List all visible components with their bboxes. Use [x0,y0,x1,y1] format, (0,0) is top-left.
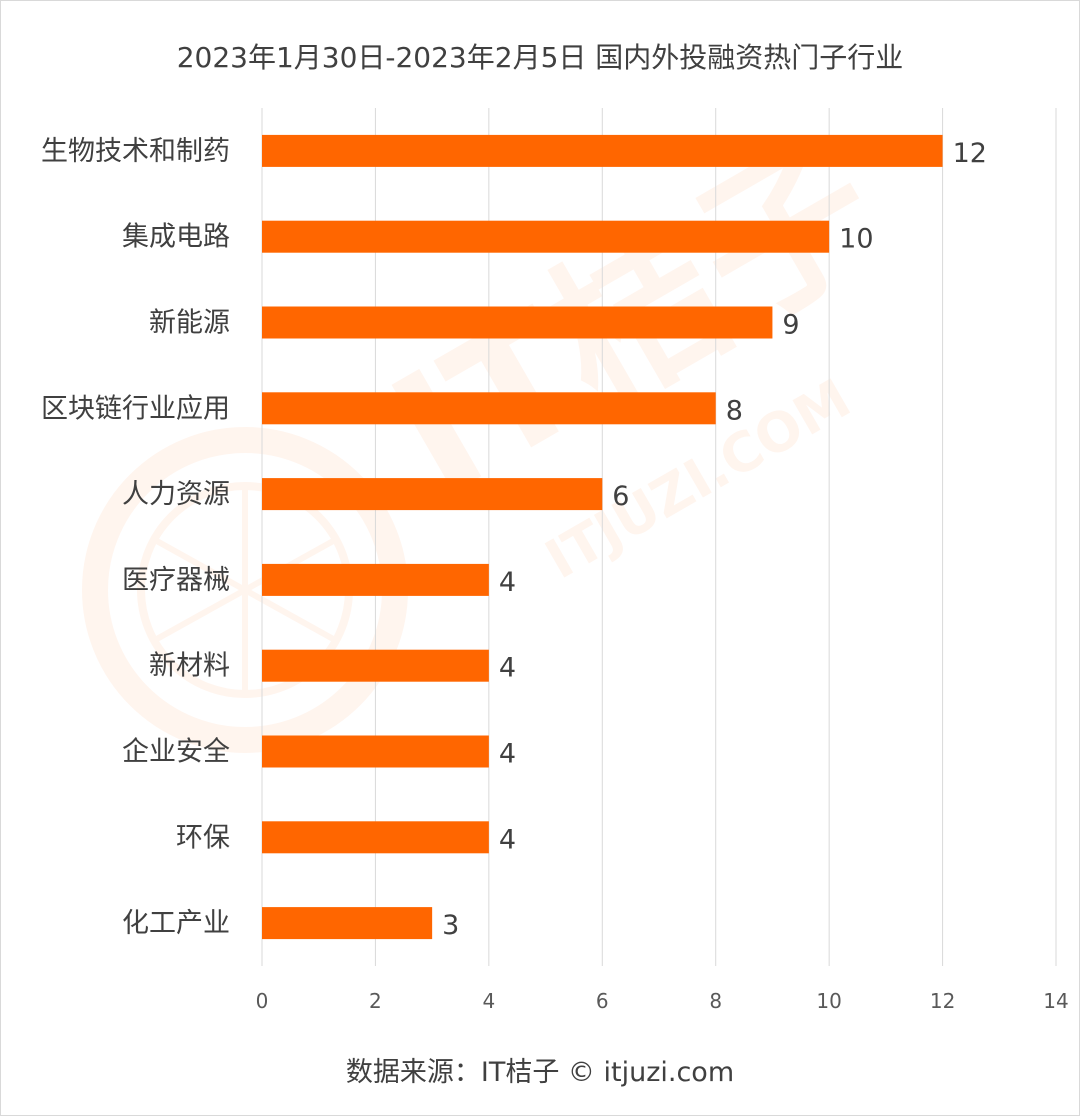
bar [262,821,489,854]
x-tick-label: 2 [369,989,382,1013]
bar [262,907,433,940]
x-tick-label: 10 [816,989,841,1013]
category-label: 环保 [176,822,230,853]
category-label: 集成电路 [122,222,230,253]
bars [262,134,943,940]
x-axis-ticks: 0 2 4 6 8 10 12 14 [256,989,1069,1013]
bar [262,563,489,596]
bar [262,392,716,425]
value-label: 10 [839,224,873,255]
chart-title: 2023年1月30日-2023年2月5日 国内外投融资热门子行业 [176,41,904,74]
x-tick-label: 12 [930,989,955,1013]
value-label: 9 [782,310,799,341]
category-label: 人力资源 [122,479,230,510]
bar [262,134,943,167]
value-label: 4 [499,567,516,598]
category-label: 区块链行业应用 [41,393,230,424]
value-label: 8 [726,395,743,426]
bar [262,649,489,682]
category-label: 医疗器械 [122,565,230,596]
x-tick-label: 4 [482,989,495,1013]
value-label: 12 [953,138,987,169]
x-tick-label: 8 [709,989,722,1013]
value-labels: 12 10 9 8 6 4 4 4 4 3 [442,138,987,941]
category-label: 新能源 [149,308,230,339]
category-label: 企业安全 [122,737,230,768]
category-label: 生物技术和制药 [41,136,230,167]
bar [262,306,773,339]
bar [262,220,830,253]
x-tick-label: 14 [1043,989,1068,1013]
bar [262,478,603,511]
value-label: 3 [442,910,459,941]
data-source-note: 数据来源：IT桔子 © itjuzi.com [345,1057,735,1088]
value-label: 4 [499,653,516,684]
bar [262,735,489,768]
value-label: 6 [612,481,629,512]
x-tick-label: 6 [596,989,609,1013]
value-label: 4 [499,824,516,855]
category-label: 新材料 [149,651,230,682]
category-label: 化工产业 [122,908,230,939]
x-tick-label: 0 [256,989,269,1013]
value-label: 4 [499,739,516,770]
category-labels: 生物技术和制药集成电路新能源区块链行业应用人力资源医疗器械新材料企业安全环保化工… [41,136,230,939]
